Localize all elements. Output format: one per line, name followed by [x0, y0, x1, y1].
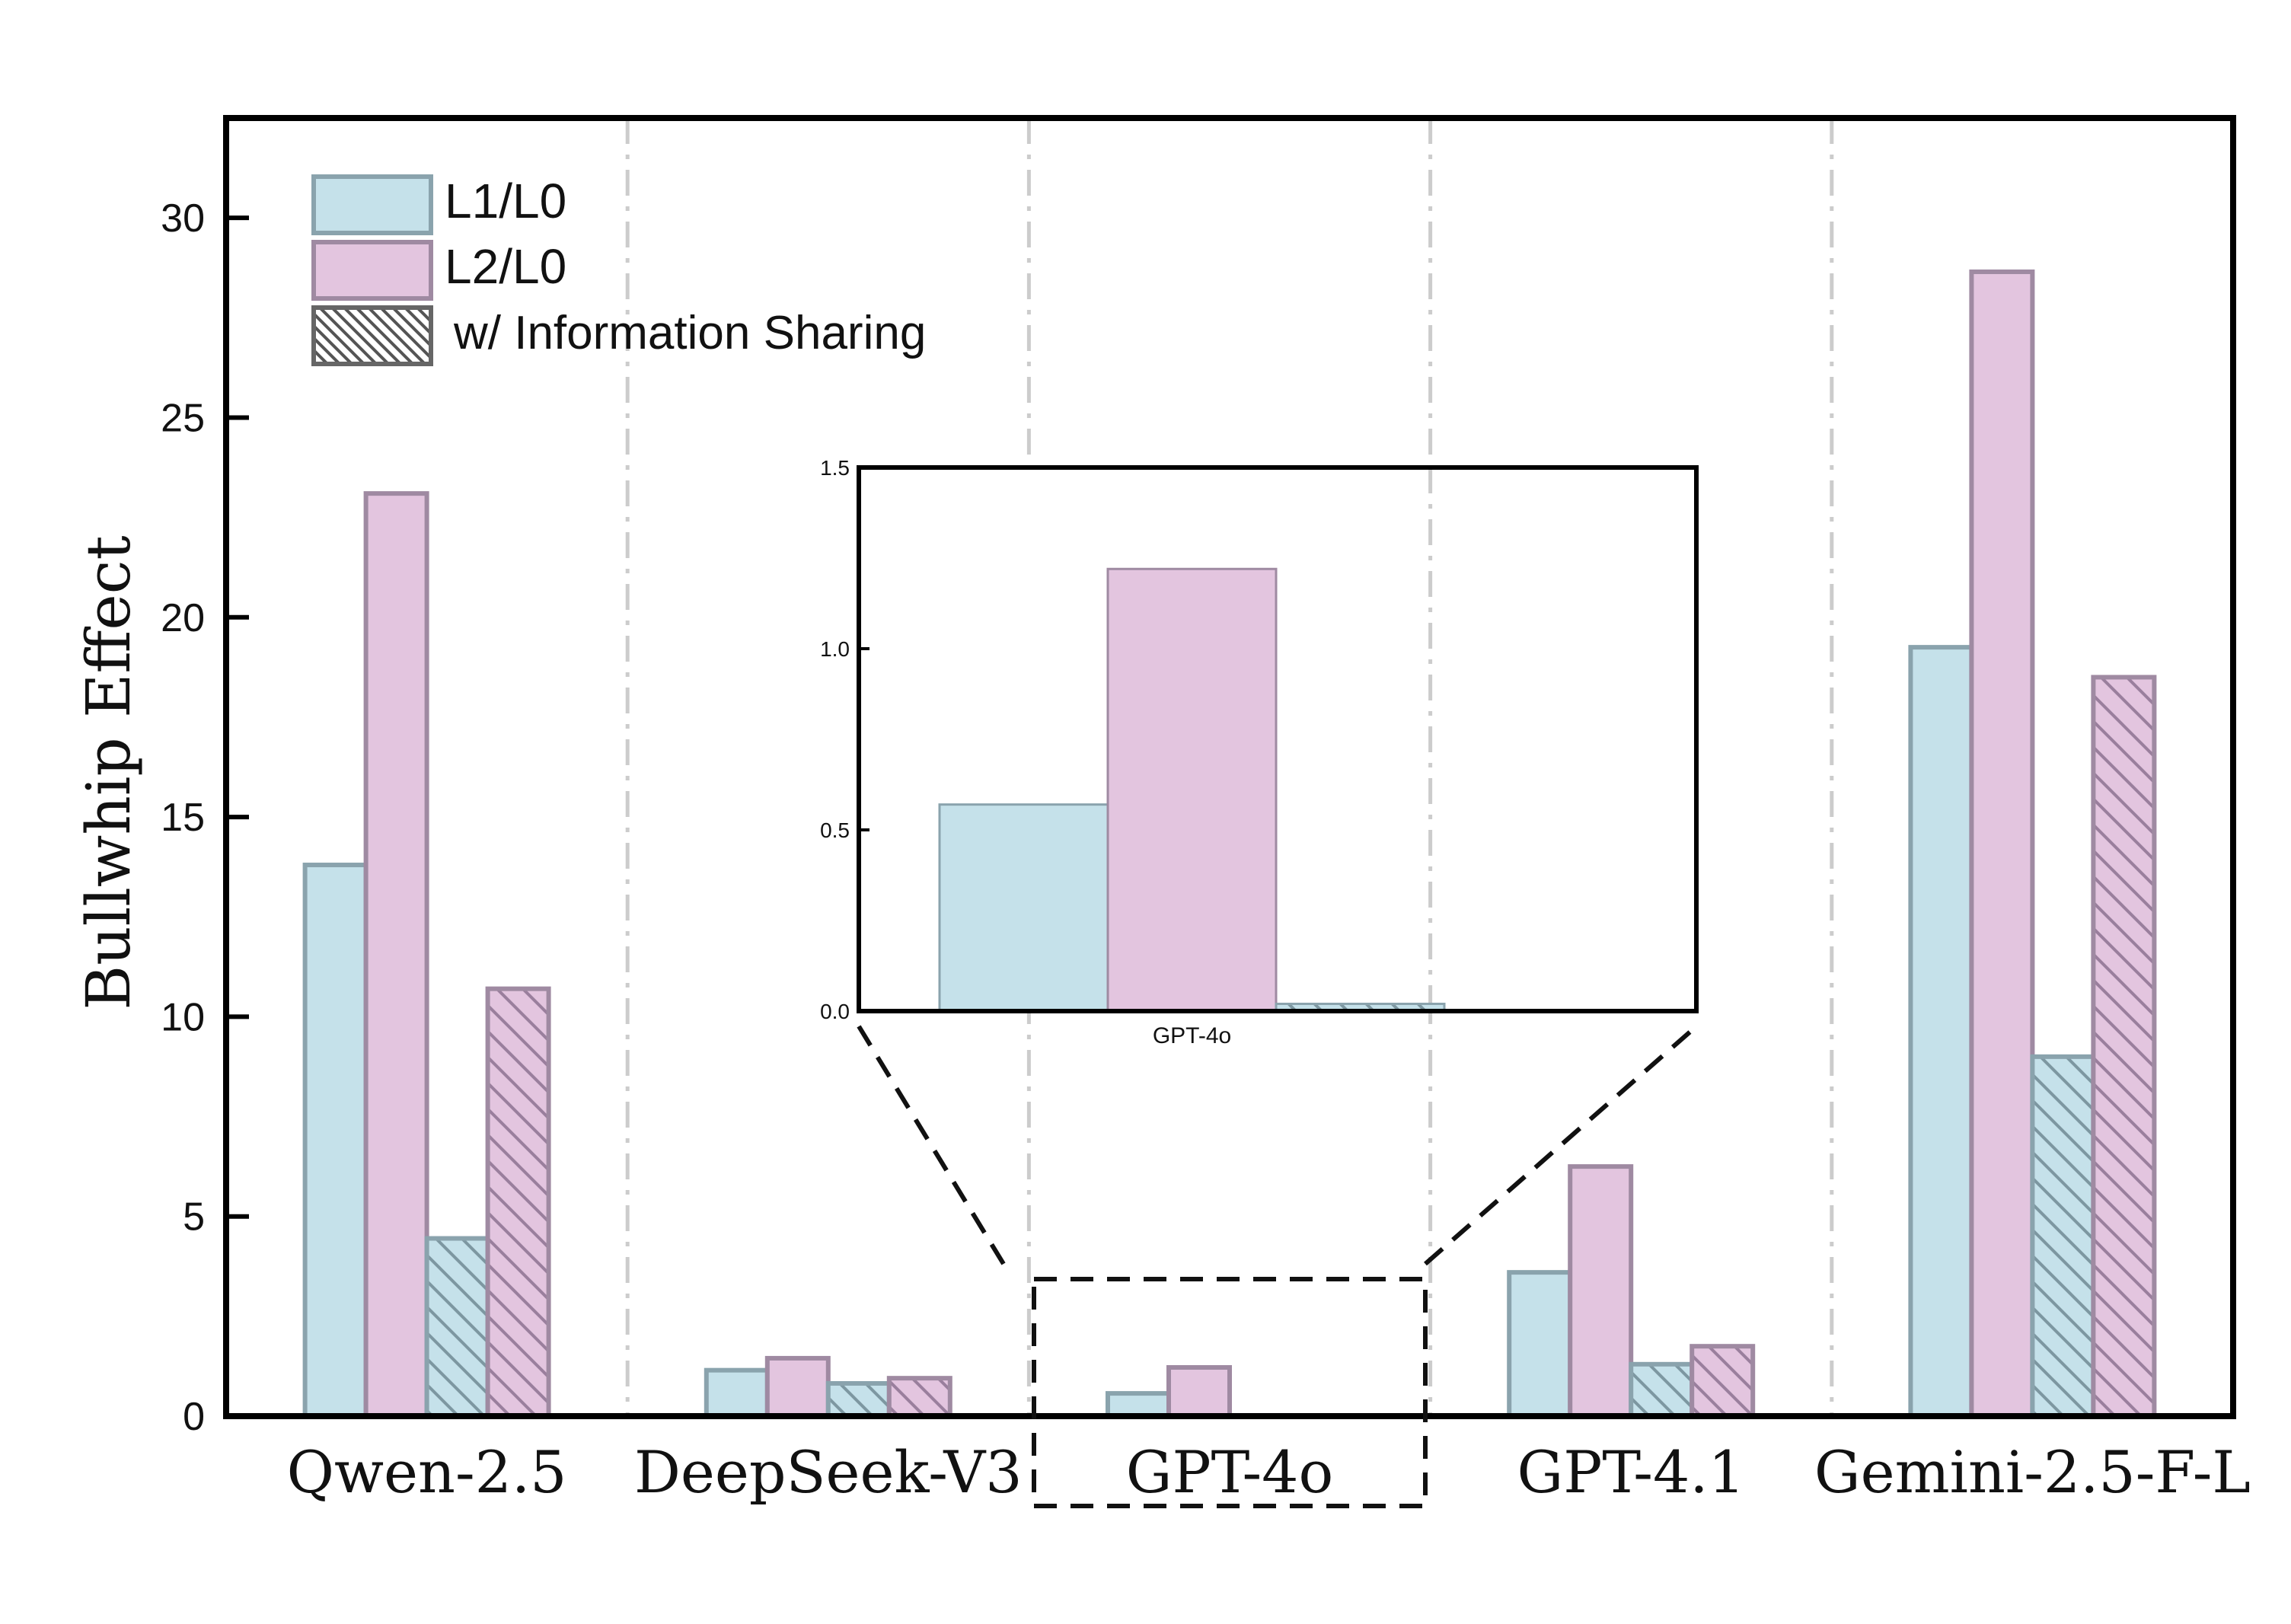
inset-bar	[938, 803, 1109, 1013]
legend-swatch	[311, 174, 433, 235]
legend-item: w/ Information Sharing	[311, 305, 926, 366]
x-tick-label: Gemini-2.5-F-L	[1814, 1438, 2251, 1506]
bar	[1568, 1164, 1634, 1418]
bar	[2091, 675, 2157, 1418]
zoom-box	[1032, 1277, 1428, 1508]
inset-y-tick-label: 1.5	[820, 456, 850, 480]
bar	[1690, 1344, 1756, 1418]
bar	[825, 1380, 892, 1419]
x-tick-label: GPT-4.1	[1517, 1438, 1745, 1506]
bar	[704, 1367, 770, 1418]
bar	[424, 1236, 490, 1418]
bar	[485, 986, 551, 1418]
y-tick-label: 20	[161, 596, 205, 640]
bar	[1106, 1391, 1171, 1418]
inset-y-tick-label: 0.0	[820, 1000, 850, 1023]
axes: Qwen-2.5 DeepSeek-V3 GPT-4o GPT-4.1 Gemini-2…	[161, 115, 2251, 1506]
inset-frame	[857, 465, 1699, 1013]
zoom-connector	[1424, 1024, 1698, 1266]
legend-label: L1/L0	[445, 174, 566, 228]
y-tick-label: 15	[161, 796, 205, 840]
inset-chart: 0.0 0.5 1.0 1.5 GPT-4o	[820, 456, 1699, 1048]
legend-label: w/ Information Sharing	[453, 307, 926, 359]
legend-item: L1/L0	[311, 174, 566, 235]
inset-y-tick-label: 0.5	[820, 818, 850, 842]
x-tick-label: GPT-4o	[1126, 1438, 1334, 1506]
bar	[1908, 645, 1974, 1418]
bar	[2030, 1054, 2096, 1419]
y-tick-label: 0	[183, 1395, 205, 1439]
legend-swatch	[311, 240, 433, 301]
y-tick-label: 25	[161, 396, 205, 440]
legend-label: L2/L0	[445, 239, 566, 294]
y-tick-label: 10	[161, 995, 205, 1039]
y-tick-label: 5	[183, 1195, 205, 1240]
y-axis-label: Bullwhip Effect	[73, 535, 144, 1010]
zoom-connector	[857, 1025, 1006, 1265]
plot-frame	[223, 115, 2236, 1419]
x-tick-label: DeepSeek-V3	[634, 1438, 1023, 1506]
bar	[363, 491, 429, 1419]
y-tick-label: 30	[161, 196, 205, 241]
zoom-indicator	[857, 1024, 1698, 1508]
legend-swatch	[311, 305, 433, 366]
bar	[1969, 269, 2035, 1418]
bar	[1507, 1270, 1573, 1418]
grid-lines	[625, 118, 1834, 1416]
bar	[1629, 1361, 1695, 1419]
legend: L1/L0 L2/L0 w/ Information Sharing	[311, 174, 926, 366]
inset-y-tick-label: 1.0	[820, 637, 850, 661]
legend-item: L2/L0	[311, 239, 566, 301]
bar	[302, 863, 369, 1418]
inset-x-tick-label: GPT-4o	[1153, 1023, 1231, 1048]
bar	[886, 1376, 952, 1418]
bar	[1166, 1364, 1232, 1419]
x-tick-label: Qwen-2.5	[287, 1438, 567, 1506]
bar	[764, 1355, 831, 1419]
inset-bar	[1106, 567, 1278, 1013]
